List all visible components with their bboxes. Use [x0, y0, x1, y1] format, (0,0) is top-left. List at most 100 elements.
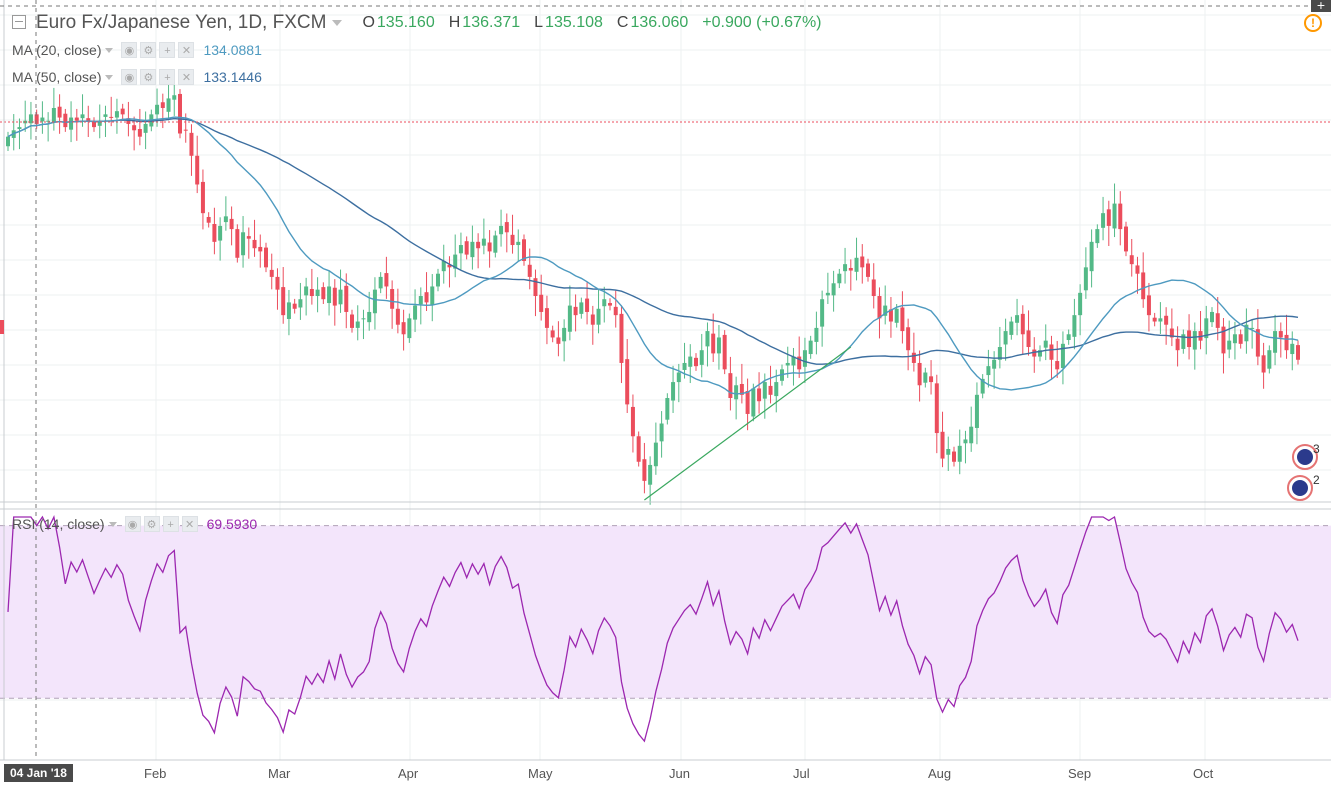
- candle-body: [1015, 315, 1020, 323]
- gear-icon[interactable]: ⚙: [140, 69, 157, 85]
- candle-body: [407, 318, 412, 339]
- candle-body: [120, 108, 125, 115]
- gear-icon[interactable]: ⚙: [143, 516, 160, 532]
- candle: [619, 305, 624, 384]
- candle-body: [132, 125, 137, 131]
- candle-body: [671, 382, 676, 401]
- candle: [172, 82, 177, 116]
- candle-body: [734, 385, 739, 400]
- chevron-down-icon[interactable]: [105, 74, 114, 80]
- candle: [1049, 335, 1054, 380]
- candle: [911, 332, 916, 372]
- rsi-label[interactable]: RSI (14, close): [12, 516, 105, 532]
- candle-body: [338, 289, 343, 305]
- candle-body: [522, 239, 526, 261]
- eye-icon[interactable]: ◉: [124, 516, 141, 532]
- candle: [929, 360, 934, 395]
- candle-body: [791, 356, 796, 366]
- candle: [728, 356, 733, 411]
- close-icon[interactable]: ✕: [178, 69, 195, 85]
- candle: [625, 339, 630, 413]
- symbol-title[interactable]: Euro Fx/Japanese Yen, 1D, FXCM: [36, 12, 327, 33]
- chevron-down-icon[interactable]: [332, 20, 343, 26]
- close-icon[interactable]: ✕: [181, 516, 198, 532]
- candle: [906, 318, 911, 371]
- candle: [286, 289, 291, 336]
- candle-body: [430, 286, 435, 305]
- candle: [1101, 196, 1106, 241]
- candle: [1192, 322, 1197, 370]
- candle-body: [309, 289, 314, 297]
- candle-body: [504, 222, 509, 233]
- candle: [355, 305, 360, 341]
- candle: [499, 209, 504, 247]
- candle: [1043, 324, 1048, 361]
- chevron-down-icon[interactable]: [108, 521, 117, 527]
- eye-icon[interactable]: ◉: [121, 69, 138, 85]
- candle: [350, 309, 354, 333]
- candle-body: [1175, 338, 1180, 351]
- candle: [860, 244, 865, 284]
- candle: [246, 227, 251, 259]
- candle: [114, 98, 119, 134]
- candle: [579, 297, 584, 319]
- candle: [1129, 238, 1134, 277]
- eye-icon[interactable]: ◉: [121, 42, 138, 58]
- plus-icon[interactable]: +: [162, 516, 179, 532]
- ma50-label[interactable]: MA (50, close): [12, 69, 102, 85]
- candle: [1055, 340, 1060, 378]
- low-value: 135.108: [545, 14, 603, 31]
- plus-icon[interactable]: +: [159, 69, 176, 85]
- candle: [143, 111, 148, 150]
- candle: [613, 290, 618, 328]
- candle-body: [653, 442, 658, 467]
- candle: [28, 101, 33, 140]
- candle-body: [6, 136, 10, 147]
- candle-body: [636, 436, 641, 462]
- rsi-legend[interactable]: RSI (14, close) ◉ ⚙ + ✕ 69.5930: [12, 516, 257, 532]
- candle: [1106, 200, 1111, 246]
- candle-body: [831, 283, 836, 296]
- candle: [757, 372, 762, 414]
- candle-body: [682, 362, 687, 370]
- candle: [843, 247, 848, 284]
- candle: [866, 258, 870, 282]
- candle-body: [957, 445, 962, 462]
- candle: [178, 89, 182, 139]
- close-icon[interactable]: ✕: [178, 42, 195, 58]
- candle: [585, 282, 590, 325]
- ma20-label[interactable]: MA (20, close): [12, 42, 102, 58]
- candle: [57, 94, 62, 134]
- candle-body: [229, 218, 234, 230]
- candle-body: [1009, 321, 1014, 335]
- candle: [1141, 252, 1146, 308]
- candle-body: [183, 129, 188, 131]
- candle: [447, 256, 452, 288]
- candle-body: [401, 322, 406, 335]
- candle-body: [877, 296, 882, 319]
- candle-body: [40, 117, 45, 122]
- candle-body: [109, 116, 114, 118]
- candle-body: [911, 352, 916, 363]
- candle: [63, 108, 68, 132]
- candle-body: [413, 305, 418, 320]
- candle: [1169, 308, 1174, 347]
- candle-body: [900, 307, 905, 332]
- chevron-down-icon[interactable]: [105, 47, 114, 53]
- candle: [92, 117, 96, 132]
- ma50-legend[interactable]: MA (50, close) ◉ ⚙ + ✕ 133.1446: [12, 69, 262, 85]
- candle-body: [1049, 344, 1054, 360]
- candle: [665, 393, 670, 425]
- candle-body: [648, 464, 653, 485]
- candle-body: [1020, 313, 1025, 335]
- gear-icon[interactable]: ⚙: [140, 42, 157, 58]
- candle-body: [275, 276, 280, 290]
- candle: [218, 217, 223, 261]
- candle-body: [424, 292, 429, 303]
- candle: [573, 294, 578, 332]
- candle: [608, 298, 612, 311]
- ma20-legend[interactable]: MA (20, close) ◉ ⚙ + ✕ 134.0881: [12, 42, 262, 58]
- plus-icon[interactable]: +: [159, 42, 176, 58]
- candle: [212, 207, 217, 255]
